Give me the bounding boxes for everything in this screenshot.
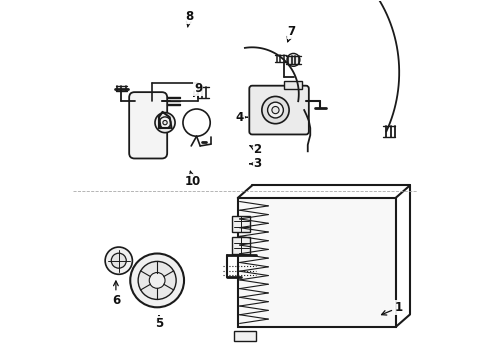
Text: 8: 8 — [185, 10, 194, 27]
Text: 9: 9 — [194, 82, 202, 96]
Text: 1: 1 — [382, 301, 403, 315]
Polygon shape — [234, 330, 256, 341]
Circle shape — [163, 121, 167, 125]
Text: 5: 5 — [155, 316, 163, 330]
Polygon shape — [238, 198, 395, 327]
Text: 4: 4 — [236, 111, 247, 124]
Circle shape — [105, 247, 132, 274]
FancyBboxPatch shape — [129, 92, 167, 158]
FancyBboxPatch shape — [249, 86, 309, 134]
Polygon shape — [232, 237, 250, 253]
Circle shape — [111, 253, 126, 268]
Circle shape — [268, 102, 283, 118]
Circle shape — [159, 117, 171, 129]
Circle shape — [149, 273, 165, 288]
Circle shape — [130, 253, 184, 307]
Circle shape — [155, 113, 175, 133]
Circle shape — [138, 261, 176, 300]
Circle shape — [272, 107, 279, 114]
Text: 10: 10 — [185, 171, 201, 188]
Text: 2: 2 — [250, 143, 262, 156]
Text: 3: 3 — [250, 157, 262, 170]
Circle shape — [287, 53, 300, 66]
Text: 7: 7 — [287, 25, 295, 42]
Polygon shape — [285, 81, 302, 89]
Polygon shape — [232, 216, 250, 232]
Text: 6: 6 — [112, 281, 120, 307]
Circle shape — [262, 96, 289, 124]
